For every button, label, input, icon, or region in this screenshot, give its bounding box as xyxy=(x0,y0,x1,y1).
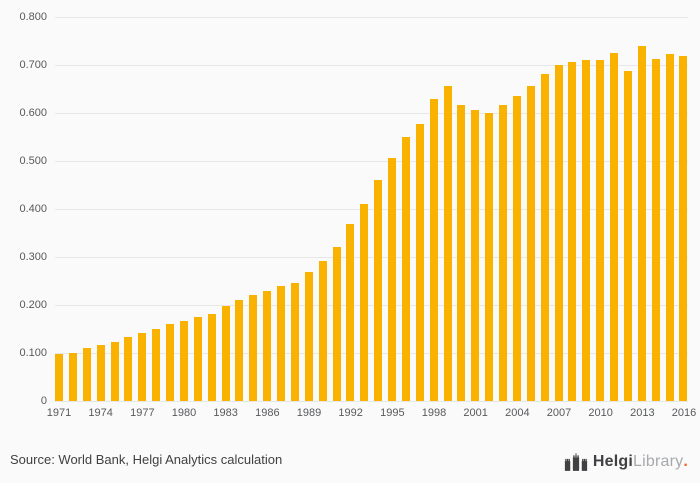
x-tick-label: 1989 xyxy=(296,407,322,419)
x-tick-label: 2007 xyxy=(546,407,572,419)
logo-text-helgi: Helgi xyxy=(592,453,634,470)
x-tick-label: 1986 xyxy=(255,407,280,419)
bar-2005 xyxy=(526,86,535,401)
bar-1987 xyxy=(277,286,285,401)
gridline xyxy=(55,161,688,162)
bar-1985 xyxy=(249,294,258,401)
y-tick-label: 0 xyxy=(40,395,47,407)
bar-1992 xyxy=(346,224,355,401)
bar-1983 xyxy=(221,305,230,401)
bar-2011 xyxy=(610,52,618,401)
gridline xyxy=(55,257,688,258)
bar-2013 xyxy=(637,45,646,401)
x-tick-label: 1977 xyxy=(130,407,155,419)
helgi-library-logo: Helgi Library. xyxy=(564,453,688,471)
bar-2004 xyxy=(512,95,521,401)
x-tick-label: 2013 xyxy=(630,407,655,419)
x-tick-label: 1995 xyxy=(380,407,405,419)
bar-1978 xyxy=(152,328,161,401)
gridline xyxy=(55,17,688,18)
y-tick-label: 0.200 xyxy=(19,299,47,311)
bar-1981 xyxy=(193,317,202,401)
x-tick-label: 2004 xyxy=(505,407,530,419)
gridline xyxy=(55,401,688,402)
x-tick-label: 1983 xyxy=(213,407,238,419)
bar-1999 xyxy=(443,86,452,401)
bar-2001 xyxy=(471,110,480,401)
y-tick-label: 0.600 xyxy=(19,107,47,119)
source-note: Source: World Bank, Helgi Analytics calc… xyxy=(10,452,283,467)
bar-1995 xyxy=(388,158,396,401)
bar-2002 xyxy=(485,113,494,401)
logo-text-library: Library xyxy=(633,453,684,470)
bar-1976 xyxy=(124,336,133,401)
bar-2008 xyxy=(568,62,577,401)
y-tick-label: 0.100 xyxy=(19,347,47,359)
bar-1996 xyxy=(401,136,410,401)
bar-1972 xyxy=(68,352,77,401)
bar-1998 xyxy=(429,98,438,401)
bar-2012 xyxy=(623,70,632,401)
bar-series xyxy=(55,17,688,401)
gridline xyxy=(55,65,688,66)
bar-1971 xyxy=(55,354,63,401)
logo-wordmark: Helgi Library. xyxy=(593,453,688,471)
bar-2000 xyxy=(457,105,466,401)
bar-1986 xyxy=(263,290,272,401)
bar-1979 xyxy=(166,324,174,401)
y-tick-label: 0.500 xyxy=(19,155,47,167)
bar-1991 xyxy=(332,246,341,401)
logo-dot: . xyxy=(683,453,688,470)
bar-1977 xyxy=(138,333,147,401)
bar-1988 xyxy=(290,283,299,401)
y-axis: 0 0.100 0.200 0.300 0.400 0.500 0.600 0.700 0.80… xyxy=(0,11,47,407)
bar-1982 xyxy=(207,313,216,401)
gridline xyxy=(55,305,688,306)
x-tick-label: 1992 xyxy=(338,407,363,419)
bar-2010 xyxy=(596,60,605,401)
x-tick-label: 2001 xyxy=(463,407,488,419)
castle-icon xyxy=(564,453,588,471)
bar-1973 xyxy=(82,348,91,401)
gridline xyxy=(55,113,688,114)
bar-1989 xyxy=(304,272,313,401)
bar-1974 xyxy=(96,345,105,401)
x-tick-label: 2016 xyxy=(671,407,697,419)
bar-2014 xyxy=(651,59,660,401)
bar-1993 xyxy=(360,203,369,401)
bar-1994 xyxy=(374,179,383,401)
bar-2016 xyxy=(679,56,688,401)
y-tick-label: 0.800 xyxy=(19,11,47,23)
x-tick-label: 1974 xyxy=(88,407,113,419)
x-axis: 1971 1974 1977 1980 1983 1986 1989 1992 1995 1998… xyxy=(47,407,696,423)
bar-2007 xyxy=(554,65,563,401)
bar-1980 xyxy=(179,321,188,401)
bar-2015 xyxy=(665,54,674,401)
gridline xyxy=(55,209,688,210)
x-tick-label: 2010 xyxy=(588,407,613,419)
gridline xyxy=(55,353,688,354)
bar-1990 xyxy=(318,260,327,401)
x-tick-label: 1980 xyxy=(171,407,197,419)
x-tick-label: 1998 xyxy=(421,407,447,419)
x-tick-label: 1971 xyxy=(46,407,72,419)
bar-1997 xyxy=(415,124,424,401)
bar-1975 xyxy=(110,342,119,401)
y-tick-label: 0.300 xyxy=(19,251,47,263)
bar-2009 xyxy=(582,60,591,401)
bar-2003 xyxy=(499,104,507,401)
bar-1984 xyxy=(235,300,244,401)
y-tick-label: 0.400 xyxy=(19,203,47,215)
bar-2006 xyxy=(540,74,549,401)
plot-area xyxy=(55,17,688,402)
y-tick-label: 0.700 xyxy=(19,59,47,71)
